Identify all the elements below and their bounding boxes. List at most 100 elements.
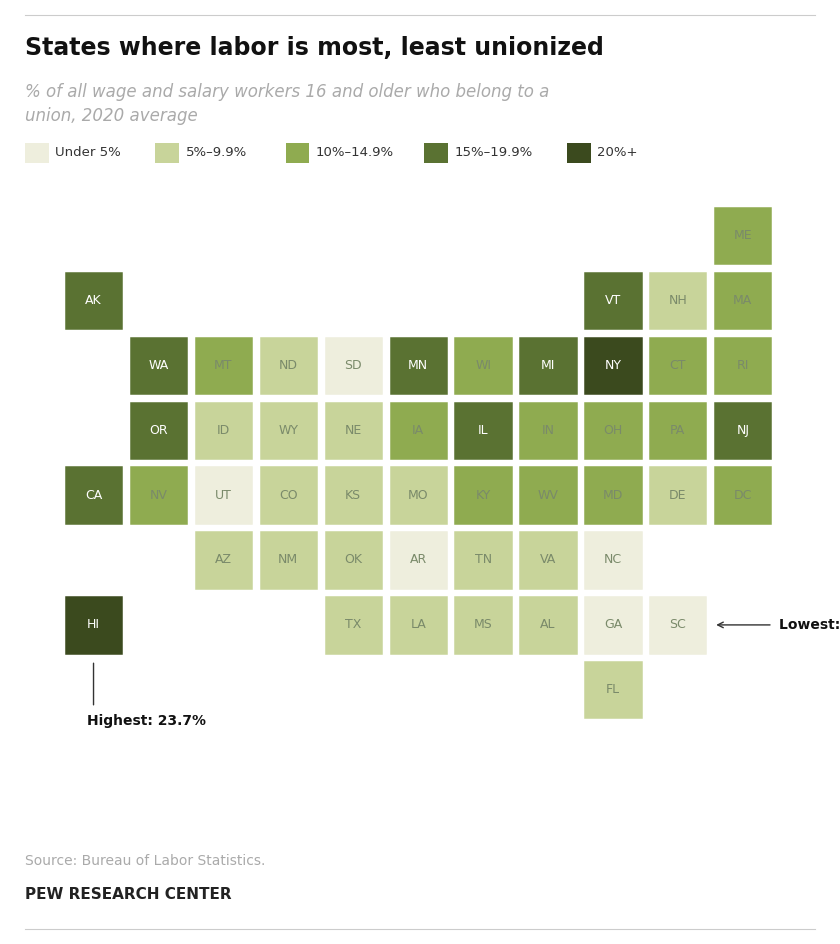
Text: TN: TN xyxy=(475,553,491,566)
Text: WY: WY xyxy=(278,424,298,437)
Text: AR: AR xyxy=(410,553,427,566)
Bar xyxy=(517,530,579,591)
Text: Under 5%: Under 5% xyxy=(55,146,121,160)
Bar xyxy=(63,464,124,526)
Bar xyxy=(712,399,774,461)
Text: NV: NV xyxy=(150,489,167,501)
Bar xyxy=(517,399,579,461)
Text: 15%–19.9%: 15%–19.9% xyxy=(454,146,533,160)
Bar xyxy=(128,399,189,461)
Text: AL: AL xyxy=(540,618,556,632)
Bar xyxy=(323,334,384,396)
Text: PEW RESEARCH CENTER: PEW RESEARCH CENTER xyxy=(25,887,232,902)
Bar xyxy=(323,530,384,591)
Bar xyxy=(387,464,449,526)
Text: 5%–9.9%: 5%–9.9% xyxy=(186,146,247,160)
Text: GA: GA xyxy=(604,618,622,632)
Text: NC: NC xyxy=(604,553,622,566)
Text: SD: SD xyxy=(344,359,362,372)
Bar xyxy=(323,595,384,655)
Text: OR: OR xyxy=(150,424,168,437)
Bar xyxy=(648,464,708,526)
Text: SC: SC xyxy=(669,618,686,632)
Bar xyxy=(192,399,254,461)
Text: TX: TX xyxy=(345,618,361,632)
Bar xyxy=(712,270,774,331)
Text: States where labor is most, least unionized: States where labor is most, least unioni… xyxy=(25,36,604,59)
Bar xyxy=(387,334,449,396)
Text: 20%+: 20%+ xyxy=(597,146,638,160)
Bar xyxy=(453,399,514,461)
Text: CO: CO xyxy=(279,489,297,501)
Text: NJ: NJ xyxy=(737,424,749,437)
Text: Highest: 23.7%: Highest: 23.7% xyxy=(87,714,207,728)
Text: HI: HI xyxy=(87,618,100,632)
Text: MN: MN xyxy=(408,359,428,372)
Text: Lowest: 2.9%: Lowest: 2.9% xyxy=(779,618,840,632)
Text: NH: NH xyxy=(669,294,687,307)
Text: DC: DC xyxy=(733,489,752,501)
Text: WV: WV xyxy=(538,489,559,501)
Text: 10%–14.9%: 10%–14.9% xyxy=(316,146,394,160)
Bar xyxy=(712,464,774,526)
Bar xyxy=(582,464,643,526)
Text: AK: AK xyxy=(85,294,102,307)
Text: Source: Bureau of Labor Statistics.: Source: Bureau of Labor Statistics. xyxy=(25,854,265,868)
Bar xyxy=(192,530,254,591)
Bar xyxy=(648,270,708,331)
Text: KY: KY xyxy=(475,489,491,501)
Text: NM: NM xyxy=(278,553,298,566)
Bar xyxy=(517,595,579,655)
Bar xyxy=(453,595,514,655)
Text: MA: MA xyxy=(733,294,753,307)
Bar xyxy=(258,464,319,526)
Text: CT: CT xyxy=(669,359,686,372)
Bar xyxy=(128,464,189,526)
Text: LA: LA xyxy=(410,618,426,632)
Bar xyxy=(582,595,643,655)
Text: VA: VA xyxy=(540,553,556,566)
Bar xyxy=(453,530,514,591)
Bar xyxy=(387,530,449,591)
Text: CA: CA xyxy=(85,489,102,501)
Text: UT: UT xyxy=(215,489,232,501)
Text: FL: FL xyxy=(606,683,620,697)
Text: MI: MI xyxy=(541,359,555,372)
Text: RI: RI xyxy=(737,359,749,372)
Text: PA: PA xyxy=(670,424,685,437)
Bar xyxy=(258,530,319,591)
Bar xyxy=(192,334,254,396)
Bar xyxy=(582,659,643,720)
Text: AZ: AZ xyxy=(215,553,232,566)
Bar xyxy=(582,270,643,331)
Text: MT: MT xyxy=(214,359,233,372)
Text: VT: VT xyxy=(605,294,621,307)
Bar xyxy=(453,464,514,526)
Bar xyxy=(63,595,124,655)
Bar xyxy=(712,205,774,266)
Text: MS: MS xyxy=(474,618,492,632)
Text: IL: IL xyxy=(478,424,488,437)
Text: ND: ND xyxy=(279,359,298,372)
Bar xyxy=(453,334,514,396)
Bar xyxy=(192,464,254,526)
Text: MO: MO xyxy=(408,489,428,501)
Bar xyxy=(323,399,384,461)
Bar xyxy=(648,595,708,655)
Bar xyxy=(582,334,643,396)
Text: ID: ID xyxy=(217,424,230,437)
Bar xyxy=(648,399,708,461)
Bar xyxy=(387,595,449,655)
Text: NY: NY xyxy=(605,359,622,372)
Text: % of all wage and salary workers 16 and older who belong to a
union, 2020 averag: % of all wage and salary workers 16 and … xyxy=(25,83,549,125)
Bar xyxy=(258,334,319,396)
Text: IN: IN xyxy=(542,424,554,437)
Bar xyxy=(582,399,643,461)
Bar xyxy=(582,530,643,591)
Text: NE: NE xyxy=(344,424,362,437)
Bar xyxy=(517,334,579,396)
Text: OH: OH xyxy=(603,424,622,437)
Bar xyxy=(258,399,319,461)
Text: IA: IA xyxy=(412,424,424,437)
Text: WA: WA xyxy=(149,359,169,372)
